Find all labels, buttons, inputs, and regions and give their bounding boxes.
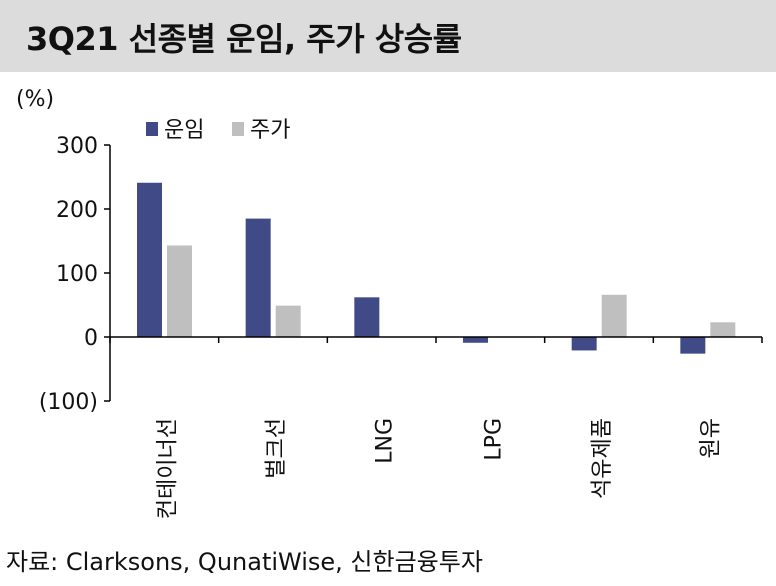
y-tick-label: 300 bbox=[56, 134, 98, 159]
bar-stock bbox=[710, 322, 736, 337]
bar-stock bbox=[275, 305, 301, 337]
y-tick-label: 100 bbox=[56, 262, 98, 287]
x-category-label: 컨테이너선 bbox=[155, 418, 180, 519]
bar-freight bbox=[680, 337, 706, 354]
bar-freight bbox=[463, 337, 488, 343]
y-axis: 300 200 100 0 (100) bbox=[39, 134, 111, 415]
bar-freight bbox=[354, 297, 380, 337]
x-category-label: 원유 bbox=[699, 418, 724, 458]
y-tick-label: 0 bbox=[84, 326, 98, 351]
legend-swatch bbox=[232, 122, 244, 136]
x-axis: 컨테이너선 벌크선 LNG LPG 석유제품 원유 bbox=[109, 336, 763, 519]
legend-label: 운임 bbox=[164, 118, 204, 143]
bar-freight bbox=[245, 218, 271, 337]
bar-freight bbox=[571, 337, 597, 351]
legend: 운임 주가 bbox=[146, 118, 290, 143]
source-note: 자료: Clarksons, QunatiWise, 신한금융투자 bbox=[6, 548, 483, 576]
bar-stock bbox=[601, 294, 627, 337]
chart-title: 3Q21 선종별 운임, 주가 상승률 bbox=[26, 20, 462, 58]
y-tick-label: (100) bbox=[39, 390, 98, 415]
y-tick-label: 200 bbox=[56, 198, 98, 223]
bars bbox=[137, 182, 736, 354]
bar-freight bbox=[137, 182, 162, 337]
x-category-label: LNG bbox=[373, 418, 398, 464]
title-bar bbox=[0, 0, 776, 72]
y-unit-label: (%) bbox=[16, 87, 54, 112]
legend-swatch bbox=[146, 122, 158, 136]
legend-label: 주가 bbox=[250, 118, 290, 143]
x-category-label: 석유제품 bbox=[590, 418, 615, 499]
x-category-label: LPG bbox=[481, 418, 506, 461]
bar-stock bbox=[167, 245, 192, 337]
x-category-label: 벌크선 bbox=[264, 418, 289, 479]
